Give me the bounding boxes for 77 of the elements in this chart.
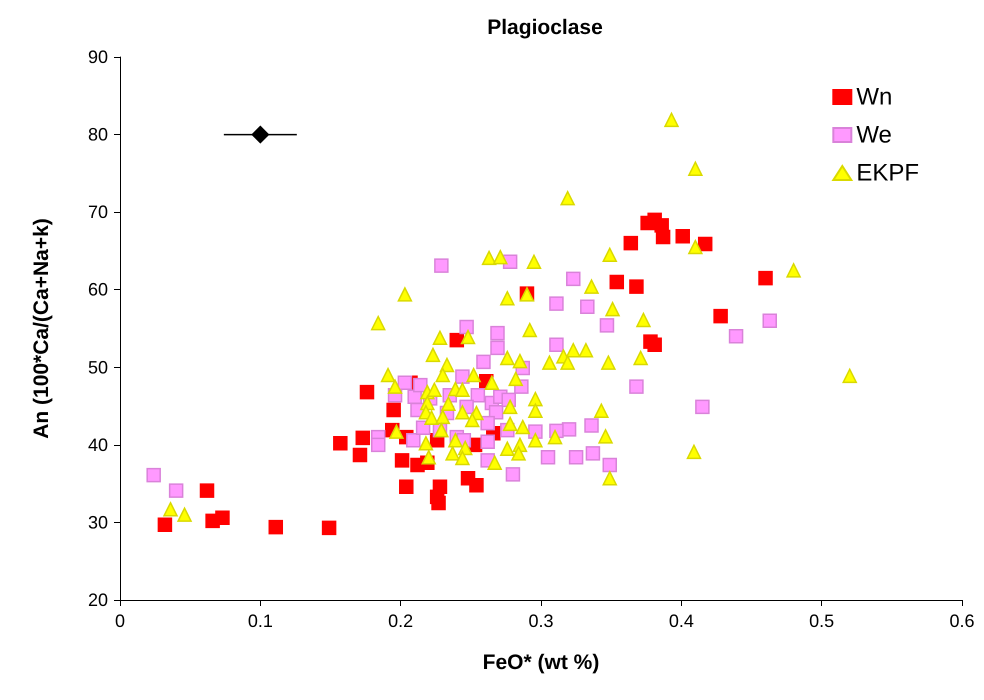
point [675, 228, 690, 244]
point [568, 450, 584, 465]
point [758, 270, 773, 286]
point [322, 520, 336, 536]
point [455, 369, 470, 384]
legend-label: Wn [856, 84, 892, 110]
point [146, 468, 161, 482]
point [656, 230, 670, 244]
x-tick-label: 0.3 [528, 611, 554, 631]
point [431, 496, 446, 510]
point [352, 448, 368, 462]
point [333, 436, 348, 451]
point [399, 479, 414, 494]
point [252, 126, 270, 144]
point [168, 483, 184, 498]
point [490, 340, 505, 356]
point [459, 320, 474, 334]
point [647, 338, 662, 352]
point [629, 279, 644, 294]
legend-label: We [856, 122, 892, 148]
y-tick-label: 30 [88, 512, 108, 532]
y-tick-label: 40 [88, 434, 108, 455]
point [562, 422, 576, 437]
point [413, 378, 428, 392]
point [566, 272, 581, 286]
y-axis-title: An (100*Ca/(Ca+Na+k) [30, 218, 53, 439]
x-tick-label: 0.6 [949, 611, 975, 631]
point [629, 379, 644, 394]
point [450, 332, 464, 348]
x-tick-label: 0.2 [388, 611, 414, 631]
point [469, 478, 484, 492]
point [490, 326, 505, 340]
legend-label: EKPF [856, 160, 920, 186]
point [506, 467, 520, 482]
x-tick-label: 0.1 [248, 611, 273, 631]
point [386, 402, 401, 418]
point [600, 318, 614, 333]
point [394, 453, 410, 468]
y-tick-label: 80 [88, 124, 108, 145]
point [434, 258, 449, 273]
point [584, 418, 599, 433]
point [698, 236, 712, 252]
point [268, 520, 284, 534]
y-tick-label: 60 [88, 280, 108, 300]
chart-title: Plagioclase [487, 16, 603, 39]
y-tick-label: 20 [88, 590, 108, 610]
y-tick-label: 90 [88, 47, 108, 67]
point [480, 416, 495, 430]
point [398, 376, 412, 390]
point [549, 296, 564, 311]
y-tick-label: 50 [88, 357, 108, 378]
x-tick-label: 0.5 [809, 611, 834, 631]
point [406, 432, 421, 448]
x-tick-label: 0.4 [668, 611, 694, 631]
point [713, 308, 728, 324]
point [540, 450, 556, 465]
point [728, 329, 744, 344]
point [215, 510, 230, 526]
point [624, 236, 638, 250]
point [360, 384, 374, 400]
point [356, 430, 370, 446]
point [480, 434, 495, 450]
point [370, 438, 386, 452]
point [610, 274, 624, 290]
point [580, 300, 595, 314]
point [586, 446, 600, 461]
point [470, 388, 486, 402]
x-axis-title: FeO* (wt %) [482, 651, 600, 674]
point [158, 518, 172, 532]
point [476, 354, 491, 370]
point [695, 400, 710, 414]
y-tick-label: 70 [88, 202, 108, 222]
point [762, 313, 777, 328]
point [549, 338, 564, 352]
point [200, 483, 214, 498]
point [602, 458, 618, 472]
x-tick-label: 0 [114, 611, 126, 631]
